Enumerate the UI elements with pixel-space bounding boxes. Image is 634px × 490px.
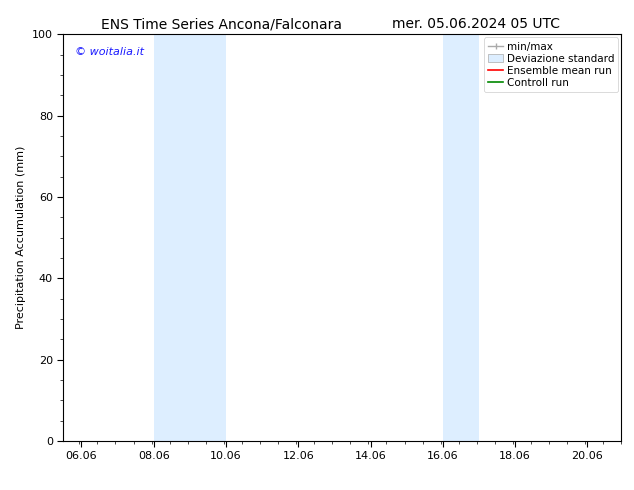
Y-axis label: Precipitation Accumulation (mm): Precipitation Accumulation (mm) bbox=[16, 146, 27, 329]
Text: © woitalia.it: © woitalia.it bbox=[75, 47, 143, 56]
Text: ENS Time Series Ancona/Falconara: ENS Time Series Ancona/Falconara bbox=[101, 17, 342, 31]
Legend: min/max, Deviazione standard, Ensemble mean run, Controll run: min/max, Deviazione standard, Ensemble m… bbox=[484, 37, 618, 92]
Text: mer. 05.06.2024 05 UTC: mer. 05.06.2024 05 UTC bbox=[392, 17, 559, 31]
Bar bbox=[443, 34, 479, 441]
Bar bbox=[153, 34, 226, 441]
